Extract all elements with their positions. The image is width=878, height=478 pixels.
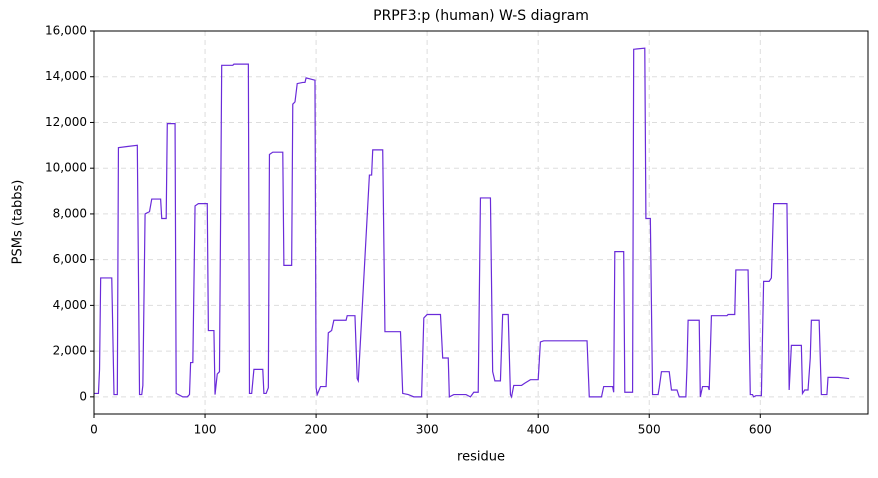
- y-tick-label: 16,000: [45, 24, 87, 38]
- y-axis-label: PSMs (tabbs): [11, 180, 26, 265]
- chart-title: PRPF3:p (human) W-S diagram: [373, 8, 589, 24]
- y-tick-label: 8,000: [53, 206, 87, 220]
- plot-frame: [93, 30, 869, 415]
- x-axis-label: residue: [457, 450, 505, 465]
- y-tick-label: 6,000: [53, 252, 87, 266]
- y-tick-label: 4,000: [53, 298, 87, 312]
- x-tick-label: 300: [416, 423, 439, 437]
- x-tick-label: 400: [527, 423, 550, 437]
- y-tick-label: 10,000: [45, 161, 87, 175]
- x-tick-label: 100: [194, 423, 217, 437]
- data-line: [94, 47, 850, 399]
- x-tick-label: 500: [638, 423, 661, 437]
- x-tick-label: 0: [90, 423, 98, 437]
- y-tick-label: 2,000: [53, 344, 87, 358]
- x-tick-label: 200: [305, 423, 328, 437]
- y-tick-label: 0: [79, 389, 87, 403]
- y-tick-label: 12,000: [45, 115, 87, 129]
- y-tick-label: 14,000: [45, 69, 87, 83]
- x-tick-label: 600: [749, 423, 772, 437]
